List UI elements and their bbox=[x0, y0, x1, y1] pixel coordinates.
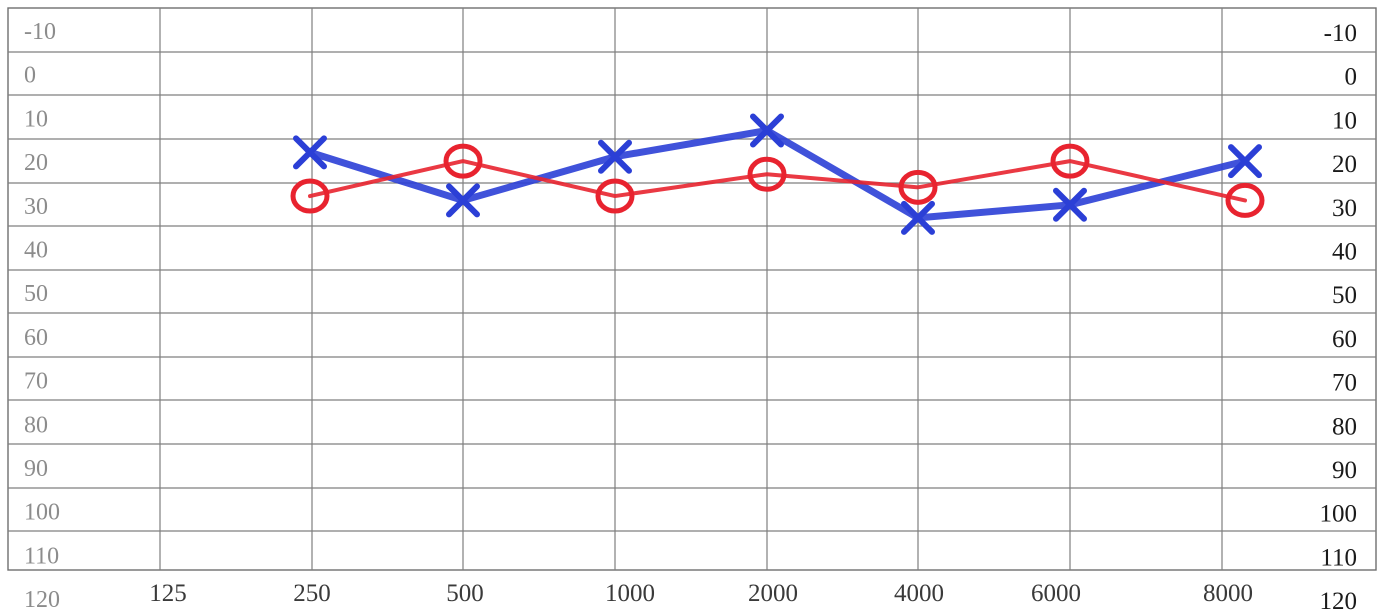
x-tick-label: 4000 bbox=[894, 580, 944, 607]
x-marker bbox=[1228, 144, 1262, 179]
x-marker bbox=[1053, 187, 1087, 222]
y-tick-label-left: 0 bbox=[24, 63, 36, 89]
x-marker-stroke bbox=[598, 139, 632, 174]
y-tick-label-right: -10 bbox=[1324, 20, 1357, 47]
x-tick-label: 6000 bbox=[1031, 580, 1081, 607]
x-marker bbox=[901, 200, 935, 235]
y-tick-label-right: 90 bbox=[1332, 457, 1357, 484]
y-tick-label-left: 100 bbox=[24, 500, 60, 526]
circle-marker bbox=[1050, 143, 1090, 179]
circle-marker bbox=[747, 156, 787, 192]
y-tick-label-left: 70 bbox=[24, 369, 48, 395]
blue-x-series bbox=[293, 113, 1262, 235]
x-tick-label: 125 bbox=[149, 580, 187, 607]
x-tick-label: 250 bbox=[293, 580, 331, 607]
y-tick-label-right: 80 bbox=[1332, 413, 1357, 440]
series-group bbox=[290, 113, 1265, 235]
y-tick-label-left: 120 bbox=[24, 587, 60, 610]
left-y-tick-labels: -10 0 10 20 30 40 50 60 70 80 90 100 110 120 bbox=[24, 19, 60, 610]
x-marker bbox=[750, 113, 784, 148]
series-line bbox=[308, 159, 1247, 203]
y-tick-label-left: 90 bbox=[24, 456, 48, 482]
x-marker-stroke bbox=[446, 183, 480, 218]
y-tick-label-left: 10 bbox=[24, 106, 48, 132]
x-marker bbox=[598, 139, 632, 174]
y-tick-label-left: 20 bbox=[24, 150, 48, 176]
y-tick-label-right: 0 bbox=[1345, 64, 1358, 91]
y-tick-label-left: 40 bbox=[24, 238, 48, 264]
x-marker-stroke bbox=[750, 113, 784, 148]
y-tick-label-right: 50 bbox=[1332, 282, 1357, 309]
y-tick-label-left: 110 bbox=[24, 543, 59, 569]
circle-marker bbox=[595, 178, 635, 214]
circle-marker bbox=[443, 143, 483, 179]
y-tick-label-right: 60 bbox=[1332, 326, 1357, 353]
x-marker-stroke bbox=[1228, 144, 1262, 179]
grid bbox=[7, 7, 1377, 571]
y-tick-label-right: 100 bbox=[1320, 501, 1358, 528]
x-marker-stroke bbox=[293, 135, 327, 170]
y-tick-label-left: 60 bbox=[24, 325, 48, 351]
x-tick-labels: 125 250 500 1000 2000 4000 6000 8000 bbox=[149, 580, 1253, 607]
y-tick-label-right: 70 bbox=[1332, 370, 1357, 397]
right-y-tick-labels: -10 0 10 20 30 40 50 60 70 80 90 100 110 120 bbox=[1320, 20, 1358, 610]
y-tick-label-left: 50 bbox=[24, 281, 48, 307]
x-marker bbox=[293, 135, 327, 170]
red-circle-series bbox=[290, 143, 1265, 218]
x-marker bbox=[446, 183, 480, 218]
x-tick-label: 2000 bbox=[748, 580, 798, 607]
y-tick-label-right: 120 bbox=[1320, 588, 1358, 610]
circle-marker bbox=[1225, 182, 1265, 218]
circle-marker bbox=[290, 178, 330, 214]
y-tick-label-left: -10 bbox=[24, 19, 56, 45]
x-tick-label: 500 bbox=[446, 580, 484, 607]
circle-marker bbox=[898, 169, 938, 205]
y-tick-label-right: 110 bbox=[1320, 544, 1357, 571]
x-tick-label: 8000 bbox=[1203, 580, 1253, 607]
x-marker-stroke bbox=[1053, 187, 1087, 222]
y-tick-label-right: 10 bbox=[1332, 107, 1357, 134]
y-tick-label-right: 40 bbox=[1332, 239, 1357, 266]
y-tick-label-right: 20 bbox=[1332, 151, 1357, 178]
x-tick-label: 1000 bbox=[605, 580, 655, 607]
plot-frame bbox=[7, 7, 1377, 571]
y-tick-label-right: 30 bbox=[1332, 195, 1357, 222]
y-tick-label-left: 30 bbox=[24, 194, 48, 220]
y-tick-label-left: 80 bbox=[24, 412, 48, 438]
x-marker-stroke bbox=[901, 200, 935, 235]
